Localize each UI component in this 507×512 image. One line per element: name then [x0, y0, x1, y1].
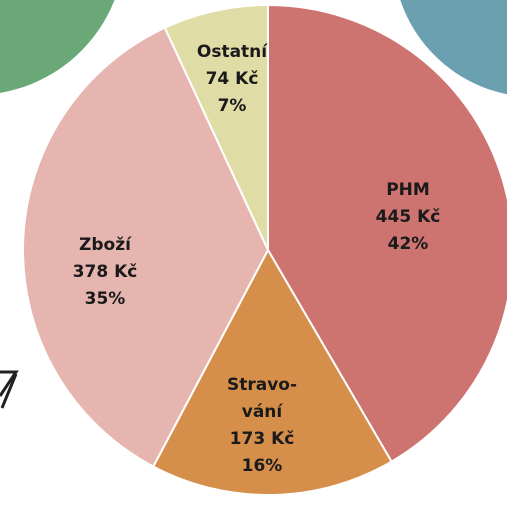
slice-percent: 16%	[242, 456, 283, 476]
slice	[151, 247, 393, 496]
decor-circle	[0, 0, 115, 93]
slice	[267, 3, 507, 463]
decor-circle	[400, 0, 507, 95]
slice-percent: 42%	[388, 234, 429, 254]
category-line: Zboží	[79, 235, 132, 255]
category-line: vání	[242, 402, 284, 422]
slice-value: 378 Kč	[73, 262, 138, 282]
slice-value: 173 Kč	[230, 429, 295, 449]
slice-percent: 35%	[85, 289, 126, 309]
slice-category: Zboží	[79, 235, 132, 255]
slice-value: 445 Kč	[376, 207, 441, 227]
pie	[22, 3, 507, 496]
slice-percent: 7%	[218, 96, 247, 116]
slice-category: Stravo-vání	[227, 375, 297, 422]
slice	[163, 3, 269, 251]
labels: PHM 445 Kč 42% Stravo-vání 173 Kč 16% Zboží 378…	[73, 42, 441, 476]
slice-value: 74 Kč	[206, 69, 259, 89]
category-line: PHM	[386, 180, 430, 200]
slice-category: Ostatní	[197, 42, 268, 62]
category-line: Ostatní	[197, 42, 268, 62]
category-line: Stravo-	[227, 375, 297, 395]
slice-category: PHM	[386, 180, 430, 200]
decor-arrow	[0, 370, 19, 409]
slice	[22, 26, 270, 468]
